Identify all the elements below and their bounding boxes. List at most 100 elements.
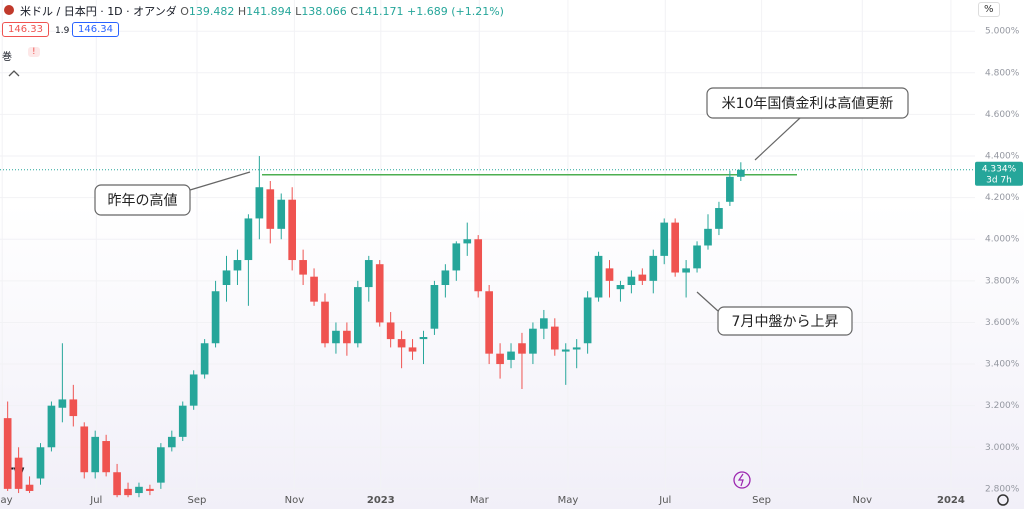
candle-body	[375, 264, 384, 323]
candle-body	[178, 405, 187, 437]
y-tick-label: 4.200%	[985, 193, 1020, 203]
ohlc: O139.482 H141.894 L138.066 C141.171	[180, 5, 407, 18]
candle-body	[244, 218, 253, 261]
candle-body	[211, 291, 220, 344]
candle-body	[693, 245, 701, 269]
candle-body	[550, 326, 559, 350]
candle-body	[671, 222, 679, 273]
candle-body	[529, 328, 537, 354]
candle-body	[266, 189, 275, 229]
candle-body	[682, 268, 690, 273]
candle-body	[310, 276, 318, 302]
candle-body	[638, 274, 647, 281]
callout-text: 7月中盤から上昇	[732, 314, 839, 330]
candle-body	[441, 270, 450, 286]
x-tick-label: May	[558, 495, 579, 506]
candle-body	[14, 457, 23, 489]
x-tick-label: Jul	[658, 495, 671, 506]
candle-body	[47, 405, 56, 448]
candle-body	[452, 243, 461, 271]
candle-body	[233, 260, 242, 271]
candle-body	[124, 488, 132, 496]
candle-body	[36, 447, 45, 479]
y-tick-label: 3.600%	[985, 318, 1020, 328]
candle-body	[167, 436, 176, 448]
candle-body	[102, 441, 110, 473]
flag-icon	[4, 5, 14, 15]
ohlc-label: L	[295, 5, 302, 18]
candle-body	[474, 239, 483, 292]
candle-body	[660, 222, 669, 256]
x-tick-label: Jul	[89, 495, 102, 506]
candle-body	[649, 255, 658, 281]
candle-body	[397, 339, 406, 348]
price-tag-label: 4.334%	[982, 164, 1017, 174]
x-tick-label: Sep	[188, 495, 207, 506]
candle-body	[222, 270, 231, 286]
buy-price[interactable]: 146.34	[72, 22, 119, 37]
candle-body	[157, 447, 165, 483]
candle-body	[496, 353, 504, 365]
sell-price[interactable]: 146.33	[2, 22, 49, 37]
ohlc-value: 138.066	[301, 5, 347, 18]
ohlc-value: 139.482	[188, 5, 235, 18]
ohlc-label: C	[350, 5, 358, 18]
lightning-bolt	[737, 473, 744, 487]
candle-body	[572, 347, 581, 350]
ohlc-label: O	[180, 5, 189, 18]
candle-body	[113, 472, 121, 496]
x-tick-label: 2023	[367, 495, 395, 506]
candle-body	[518, 343, 526, 354]
candle-body	[594, 255, 603, 298]
ohlc-value: 141.171	[358, 5, 404, 18]
settings-icon[interactable]	[997, 494, 1009, 506]
x-tick-label: May	[0, 495, 13, 506]
candle-body	[321, 301, 329, 344]
candle-body	[627, 276, 636, 286]
callout-box	[717, 306, 853, 336]
callout-box	[94, 184, 191, 216]
candle-body	[704, 228, 712, 246]
candle-body	[616, 285, 625, 290]
x-tick-label: Nov	[285, 495, 305, 506]
y-tick-label: 3.200%	[985, 401, 1020, 411]
percent-button[interactable]: %	[978, 2, 1000, 17]
candle-body	[343, 330, 351, 344]
symbol-title[interactable]: 米ドル / 日本円 · 1D · オアンダ	[20, 5, 177, 18]
x-tick-label: Mar	[470, 495, 490, 506]
collapse-icon[interactable]	[8, 70, 20, 77]
candle-body	[58, 399, 67, 408]
x-tick-label: 2024	[937, 495, 965, 506]
candle-body	[726, 176, 734, 202]
x-tick-label: Sep	[752, 495, 771, 506]
candle-body	[715, 208, 723, 229]
candle-body	[135, 486, 143, 494]
candle-body	[540, 318, 548, 329]
spread: 1.9	[55, 26, 70, 36]
candle-body	[430, 285, 439, 329]
candle-body	[364, 260, 373, 288]
callout-pointer	[189, 171, 251, 191]
callout-text: 昨年の高値	[108, 192, 178, 209]
callout-pointer	[754, 117, 801, 161]
candle-body	[507, 351, 515, 360]
y-tick-label: 3.400%	[985, 360, 1020, 370]
y-tick-label: 4.000%	[985, 235, 1020, 245]
candle-body	[200, 343, 209, 375]
lightning-icon[interactable]	[733, 471, 751, 489]
candle-body	[25, 484, 34, 491]
candle-body	[288, 199, 297, 261]
y-tick-label: 4.600%	[985, 110, 1020, 120]
candle-body	[277, 199, 286, 229]
y-tick-label: 2.800%	[985, 484, 1020, 494]
callout-text: 米10年国債金利は高値更新	[722, 95, 894, 112]
header: 米ドル / 日本円 · 1D · オアンダ O139.482 H141.894 …	[20, 3, 504, 19]
alert-badge[interactable]: !	[28, 47, 40, 57]
candle-body	[91, 436, 100, 473]
candle-body	[3, 418, 12, 489]
y-tick-label: 3.000%	[985, 443, 1020, 453]
candle-body	[463, 239, 472, 244]
candle-body	[146, 488, 154, 491]
ohlc-value: 141.894	[246, 5, 292, 18]
